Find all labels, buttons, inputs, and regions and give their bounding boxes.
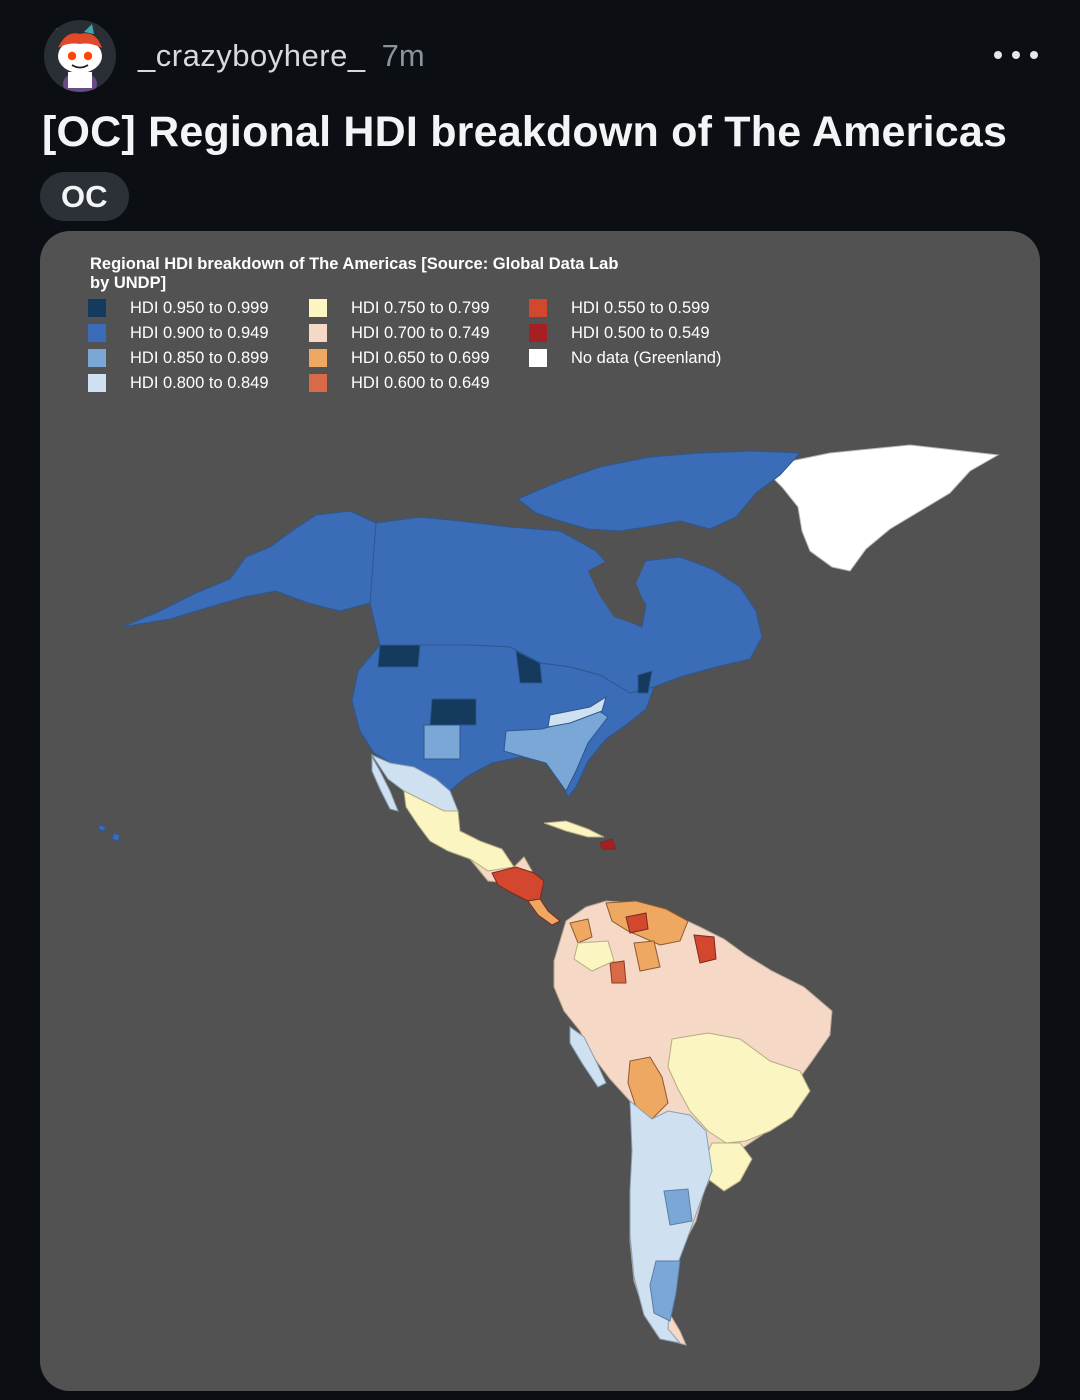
legend-item: HDI 0.650 to 0.699 [309,347,490,369]
legend-swatch [88,374,106,392]
hudson-bay [588,553,646,625]
legend-swatch [529,299,547,317]
hdi-map [97,444,1000,1346]
legend-label: No data (Greenland) [571,348,722,367]
map-legend: HDI 0.950 to 0.999 HDI 0.900 to 0.949 HDI … [88,297,768,397]
legend-swatch [88,349,106,367]
more-dot [994,51,1002,59]
legend-item: HDI 0.600 to 0.649 [309,372,490,394]
legend-swatch [529,349,547,367]
legend-swatch [309,349,327,367]
legend-label: HDI 0.750 to 0.799 [351,298,490,317]
legend-label: HDI 0.800 to 0.849 [130,373,269,392]
region-patagonia [649,1260,681,1322]
legend-item: HDI 0.800 to 0.849 [88,372,269,394]
legend-item: HDI 0.550 to 0.599 [529,297,710,319]
legend-item: HDI 0.750 to 0.799 [309,297,490,319]
region-central-america [491,866,545,902]
region-usa-minnesota [515,650,543,684]
region-usa-massachusetts [637,670,653,694]
post-time: 7m [381,38,425,73]
legend-label: HDI 0.500 to 0.549 [571,323,710,342]
region-usa-colorado [429,698,477,726]
reddit-snoo-avatar-icon[interactable] [44,20,116,92]
more-dot [1012,51,1020,59]
region-colombia-south [609,960,627,984]
region-usa-new-mexico [423,724,461,760]
region-hawaii [97,824,121,842]
legend-item: HDI 0.700 to 0.749 [309,322,490,344]
legend-swatch [88,324,106,342]
region-bolivia [627,1056,669,1120]
legend-item: HDI 0.500 to 0.549 [529,322,710,344]
legend-item: HDI 0.900 to 0.949 [88,322,269,344]
legend-label: HDI 0.900 to 0.949 [130,323,269,342]
region-usa-kentucky [547,695,607,728]
post-flair[interactable]: OC [40,172,129,221]
legend-item: No data (Greenland) [529,347,721,369]
region-alaska [121,510,377,628]
region-venezuela-south [633,940,661,972]
region-haiti [599,838,617,850]
more-dot [1030,51,1038,59]
region-usa-washington [377,644,421,668]
legend-item: HDI 0.850 to 0.899 [88,347,269,369]
legend-label: HDI 0.950 to 0.999 [130,298,269,317]
region-argentina-center [663,1188,693,1226]
post-header: _crazyboyhere_ 7m [44,14,1044,98]
legend-label: HDI 0.650 to 0.699 [351,348,490,367]
region-canada-arctic-islands [517,450,802,532]
legend-label: HDI 0.600 to 0.649 [351,373,490,392]
legend-swatch [88,299,106,317]
region-colombia-north [573,940,615,972]
legend-swatch [309,299,327,317]
legend-item: HDI 0.950 to 0.999 [88,297,269,319]
region-mexico-central [403,790,515,872]
region-colombia-west [569,918,593,944]
region-central-america-south [527,898,561,926]
region-baja-california [371,755,399,812]
legend-label: HDI 0.550 to 0.599 [571,298,710,317]
region-guyana [693,934,717,964]
legend-label: HDI 0.850 to 0.899 [130,348,269,367]
legend-swatch [309,374,327,392]
post-image[interactable]: Regional HDI breakdown of The Americas [… [40,231,1040,1391]
more-options-icon[interactable] [994,40,1038,70]
region-greenland [760,444,1000,572]
region-venezuela-east [625,912,649,934]
legend-label: HDI 0.700 to 0.749 [351,323,490,342]
legend-swatch [309,324,327,342]
region-cuba [543,820,605,838]
post-title[interactable]: [OC] Regional HDI breakdown of The Ameri… [42,108,1008,156]
region-brazil-central [667,1032,811,1144]
legend-swatch [529,324,547,342]
map-title: Regional HDI breakdown of The Americas [… [90,255,619,292]
region-peru-coast [569,1026,607,1088]
post-username[interactable]: _crazyboyhere_ [138,38,366,73]
